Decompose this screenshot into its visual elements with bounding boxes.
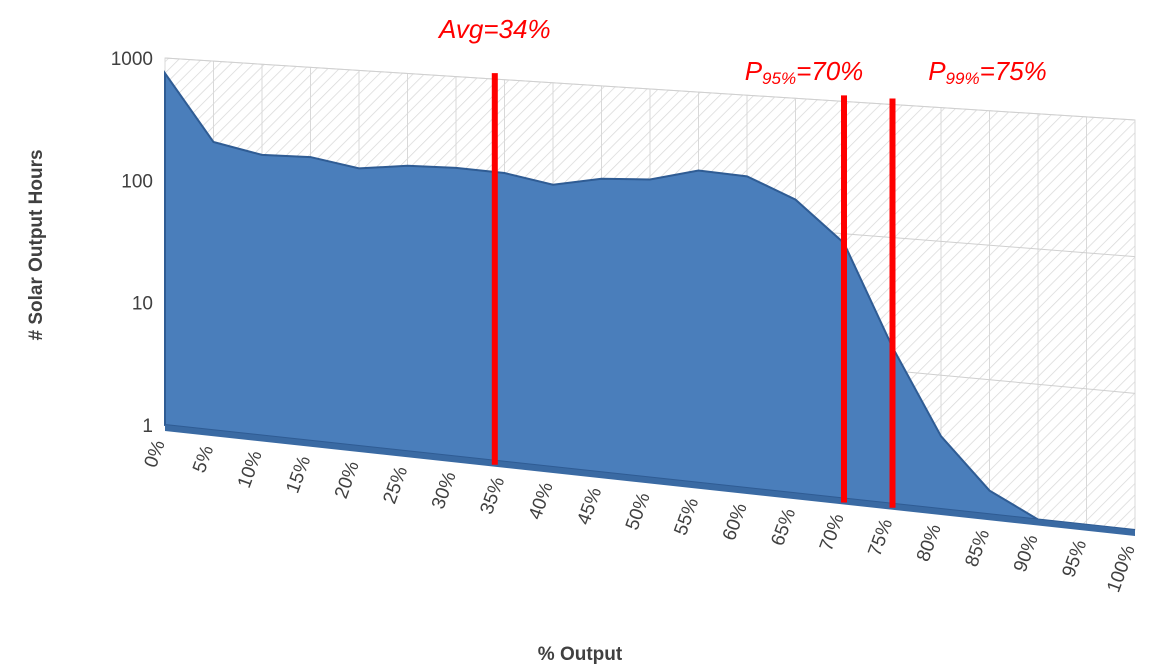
annotation-prefix: P — [928, 56, 946, 86]
y-axis-title: # Solar Output Hours — [26, 149, 47, 340]
x-tick-label: 5% — [189, 443, 218, 476]
x-tick-label: 75% — [864, 516, 897, 559]
annotation: Avg=34% — [437, 14, 551, 44]
grid-line — [164, 57, 1136, 121]
y-tick-label: 1000 — [111, 49, 153, 70]
x-tick-label: 10% — [234, 448, 267, 491]
x-axis-title: % Output — [538, 644, 623, 665]
annotation-text: =70% — [796, 56, 863, 86]
x-tick-label: 15% — [282, 453, 315, 496]
floor — [165, 425, 1135, 536]
x-tick-label: 85% — [961, 527, 994, 570]
x-tick-label: 30% — [428, 469, 461, 512]
x-tick-label: 25% — [379, 464, 412, 507]
y-tick-label: 10 — [132, 294, 153, 315]
x-tick-label: 90% — [1010, 532, 1043, 575]
x-tick-label: 0% — [141, 437, 170, 470]
x-tick-label: 45% — [573, 485, 606, 528]
x-tick-label: 35% — [476, 474, 509, 517]
x-tick-label: 50% — [622, 490, 655, 533]
annotation-prefix: P — [745, 56, 763, 86]
annotation-text: =75% — [980, 56, 1047, 86]
x-tick-label: 100% — [1103, 542, 1139, 595]
x-tick-label: 60% — [719, 500, 752, 543]
x-tick-label: 20% — [331, 458, 364, 501]
y-tick-label: 100 — [121, 171, 153, 192]
annotation-sub: 99% — [946, 69, 980, 88]
annotation-text: Avg=34% — [437, 14, 551, 44]
y-tick-label: 1 — [142, 416, 153, 437]
x-tick-label: 95% — [1058, 537, 1091, 580]
x-tick-label: 70% — [816, 511, 849, 554]
annotation: P99%=75% — [928, 56, 1047, 88]
annotation-sub: 95% — [762, 69, 796, 88]
x-tick-label: 55% — [670, 495, 703, 538]
x-tick-label: 65% — [767, 506, 800, 549]
annotation: P95%=70% — [745, 56, 864, 88]
x-tick-label: 80% — [913, 521, 946, 564]
x-tick-label: 40% — [525, 479, 558, 522]
